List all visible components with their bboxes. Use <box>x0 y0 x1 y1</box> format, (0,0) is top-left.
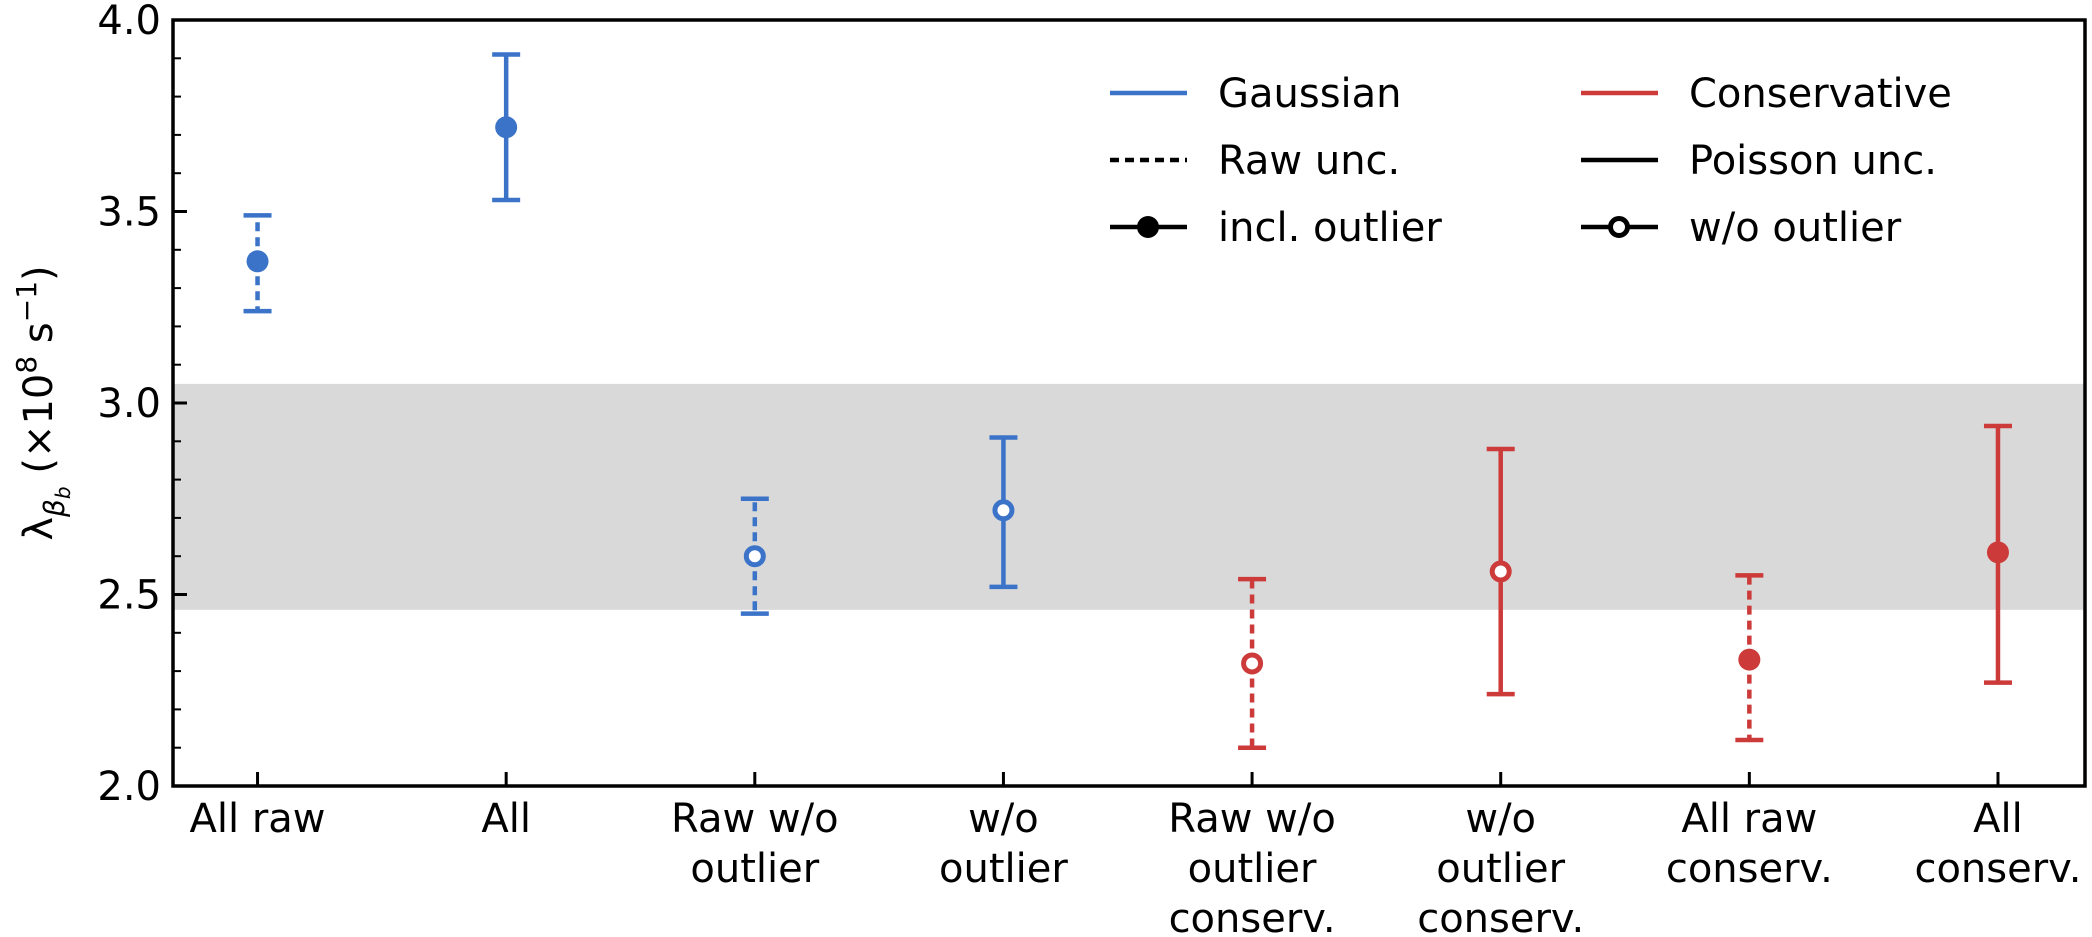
y-axis-label-part: λ <box>16 517 62 541</box>
x-tick-label: w/o <box>1465 796 1536 842</box>
y-axis-label-part: ) <box>16 265 62 281</box>
y-axis-label-part: s <box>16 322 62 356</box>
x-tick-label: outlier <box>690 846 819 892</box>
plot-frame <box>171 18 2087 788</box>
point <box>1489 560 1512 583</box>
y-tick-label: 2.5 <box>97 573 161 619</box>
point <box>1986 541 2009 564</box>
x-tick-label: All raw <box>190 796 326 842</box>
x-tick-label: w/o <box>968 796 1039 842</box>
x-tick-label: outlier <box>1436 846 1565 892</box>
x-tick-label: All <box>481 796 531 842</box>
point <box>1738 648 1761 671</box>
legend-label: incl. outlier <box>1218 205 1442 251</box>
legend-label: Gaussian <box>1218 71 1402 117</box>
y-tick-label: 3.5 <box>97 190 161 236</box>
y-axis-label-part: −1 <box>10 281 43 322</box>
y-axis-label-part: 8 <box>10 356 43 374</box>
y-axis-label-part: (×10 <box>16 374 62 487</box>
x-tick-label: All raw <box>1681 796 1817 842</box>
y-axis-label-part: β <box>38 499 71 518</box>
x-tick-label: conserv. <box>1417 896 1584 933</box>
x-tick-label: conserv. <box>1169 896 1336 933</box>
legend-marker <box>1608 216 1630 238</box>
reference-band <box>173 383 2085 610</box>
legend-label: w/o outlier <box>1689 205 1902 251</box>
x-tick-label: outlier <box>1188 846 1317 892</box>
point <box>495 116 518 139</box>
legend-label: Poisson unc. <box>1689 138 1937 184</box>
y-tick-label: 2.0 <box>97 764 161 810</box>
y-tick-label: 4.0 <box>97 0 161 44</box>
x-tick-label: outlier <box>939 846 1068 892</box>
x-tick-label: Raw w/o <box>1168 796 1336 842</box>
x-tick-label: conserv. <box>1666 846 1833 892</box>
y-tick-label: 3.0 <box>97 381 161 427</box>
y-axis-label-part: b <box>51 486 75 499</box>
x-tick-label: All <box>1973 796 2023 842</box>
point <box>246 250 269 273</box>
y-axis-label: λβb (×108 s−1) <box>10 265 75 540</box>
legend-label: Conservative <box>1689 71 1952 117</box>
point <box>743 545 766 568</box>
legend-marker <box>1137 216 1159 238</box>
x-tick-label: Raw w/o <box>671 796 839 842</box>
point <box>1241 652 1264 675</box>
legend-label: Raw unc. <box>1218 138 1400 184</box>
point <box>992 499 1015 522</box>
x-tick-label: conserv. <box>1914 846 2081 892</box>
